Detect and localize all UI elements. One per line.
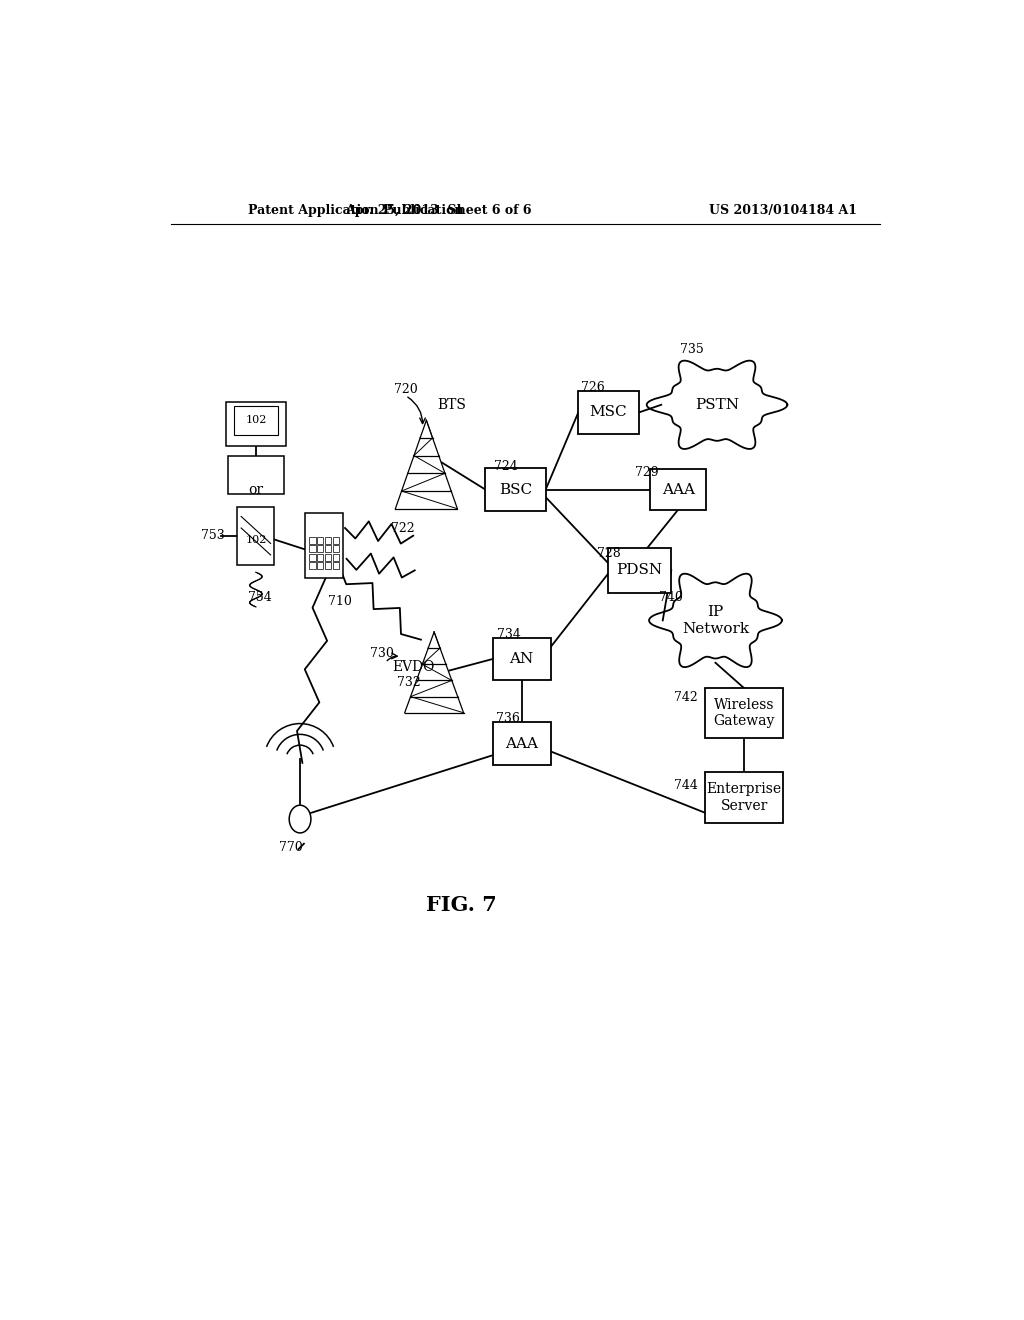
Text: AN: AN: [510, 652, 534, 665]
Bar: [333, 545, 339, 552]
Ellipse shape: [289, 805, 311, 833]
Bar: [305, 513, 343, 578]
Text: Patent Application Publication: Patent Application Publication: [248, 205, 464, 218]
Text: 728: 728: [597, 546, 621, 560]
Text: 724: 724: [494, 459, 517, 473]
Text: 732: 732: [396, 676, 421, 689]
Bar: [309, 554, 315, 561]
Text: 740: 740: [658, 591, 682, 603]
Text: PDSN: PDSN: [616, 564, 663, 577]
Text: Enterprise
Server: Enterprise Server: [707, 783, 781, 813]
Bar: [309, 545, 315, 552]
Text: 102: 102: [245, 416, 266, 425]
Text: 102: 102: [245, 535, 266, 545]
Text: EVDO: EVDO: [392, 660, 434, 673]
Text: MSC: MSC: [590, 405, 628, 420]
Text: 729: 729: [636, 466, 659, 479]
Text: Wireless
Gateway: Wireless Gateway: [714, 698, 775, 727]
Bar: [650, 470, 707, 510]
Bar: [309, 537, 315, 544]
Text: BTS: BTS: [437, 397, 466, 412]
Bar: [607, 548, 672, 593]
Bar: [333, 554, 339, 561]
Text: or: or: [248, 483, 263, 496]
Bar: [493, 722, 551, 764]
Text: 710: 710: [328, 594, 351, 607]
Text: 742: 742: [674, 690, 698, 704]
Text: IP
Network: IP Network: [682, 606, 749, 635]
Bar: [325, 545, 331, 552]
Text: 734: 734: [498, 628, 521, 640]
Bar: [309, 562, 315, 569]
Bar: [228, 455, 284, 494]
Bar: [333, 537, 339, 544]
Polygon shape: [647, 360, 787, 449]
Bar: [325, 537, 331, 544]
Text: AAA: AAA: [662, 483, 694, 496]
Bar: [238, 507, 274, 565]
Bar: [317, 545, 324, 552]
Text: BSC: BSC: [499, 483, 532, 496]
Text: FIG. 7: FIG. 7: [426, 895, 497, 915]
Bar: [225, 401, 286, 446]
Text: 726: 726: [582, 381, 605, 395]
Text: 744: 744: [674, 779, 698, 792]
Bar: [317, 537, 324, 544]
Text: 730: 730: [371, 647, 394, 660]
Text: 770: 770: [279, 841, 303, 854]
Bar: [706, 688, 783, 738]
Bar: [325, 562, 331, 569]
Text: 754: 754: [248, 591, 271, 603]
Bar: [317, 554, 324, 561]
Bar: [493, 638, 551, 680]
Text: AAA: AAA: [505, 737, 539, 751]
Text: 720: 720: [393, 383, 418, 396]
Bar: [325, 554, 331, 561]
Text: 735: 735: [680, 343, 703, 356]
Bar: [579, 391, 639, 434]
Bar: [485, 469, 546, 511]
Text: 736: 736: [496, 713, 520, 726]
Bar: [234, 405, 278, 434]
Text: PSTN: PSTN: [695, 397, 739, 412]
Text: Apr. 25, 2013  Sheet 6 of 6: Apr. 25, 2013 Sheet 6 of 6: [345, 205, 531, 218]
Polygon shape: [289, 805, 311, 830]
Bar: [333, 562, 339, 569]
Polygon shape: [649, 574, 782, 667]
Text: US 2013/0104184 A1: US 2013/0104184 A1: [710, 205, 857, 218]
Text: 753: 753: [202, 529, 225, 543]
Bar: [317, 562, 324, 569]
Text: 722: 722: [391, 521, 415, 535]
Bar: [706, 772, 783, 822]
